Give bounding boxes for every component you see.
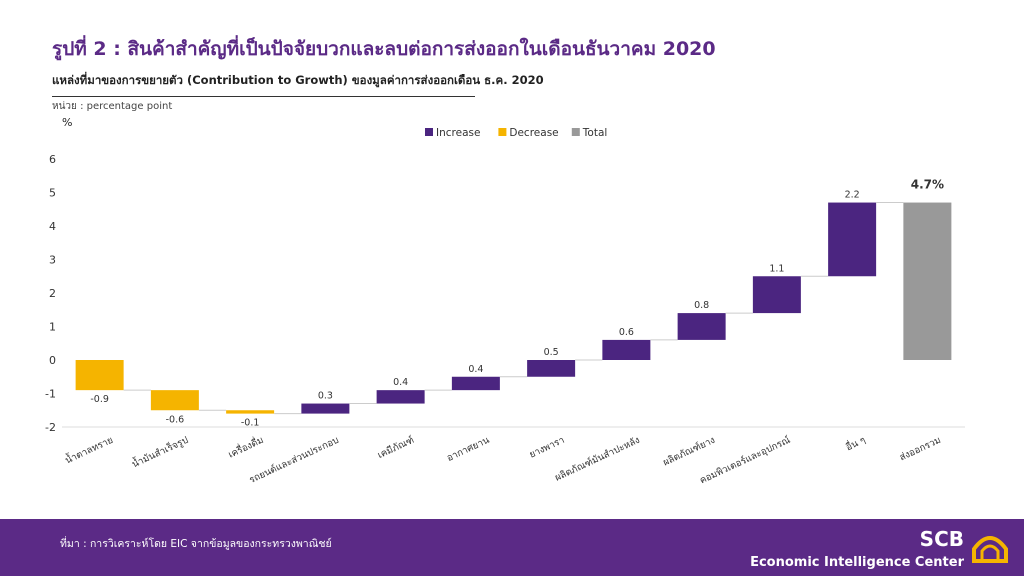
data-label: -0.9 <box>90 394 109 405</box>
data-label: 0.6 <box>619 327 634 338</box>
data-label: 4.7% <box>911 178 944 192</box>
x-tick-label: อื่น ๆ <box>843 433 867 453</box>
y-axis-label: % <box>62 116 73 129</box>
y-tick-label: 0 <box>49 354 56 367</box>
waterfall-chart: 6 5 4 3 2 1 0 -1 -2 Increase Decrease Total -0.9 น้ำต… <box>45 127 965 486</box>
y-tick-label: 4 <box>49 220 56 233</box>
data-label: 0.5 <box>544 347 559 358</box>
y-tick-label: 5 <box>49 187 56 200</box>
y-tick-label: 3 <box>49 254 56 267</box>
legend-label-increase: Increase <box>436 127 480 139</box>
bar-8 <box>677 313 726 340</box>
data-label: 0.3 <box>318 391 333 402</box>
y-tick-label: 2 <box>49 287 56 300</box>
bar-6 <box>527 360 576 377</box>
x-tick-label: ส่งออกรวม <box>898 435 943 464</box>
y-tick-label: -2 <box>45 421 56 434</box>
bar-9 <box>752 276 801 314</box>
bar-5 <box>451 376 500 391</box>
data-label: -0.1 <box>241 418 260 429</box>
x-tick-label: น้ำมันสำเร็จรูป <box>130 433 191 470</box>
bar-10 <box>828 202 877 277</box>
chart-subtitle: แหล่งที่มาของการขยายตัว (Contribution to… <box>52 72 544 97</box>
legend-label-decrease: Decrease <box>509 127 558 139</box>
logo-text: SCB <box>919 527 964 551</box>
bar-4 <box>376 390 425 404</box>
data-label: 2.2 <box>845 190 860 201</box>
data-label: -0.6 <box>166 414 185 425</box>
logo-subtext: Economic Intelligence Center <box>750 555 964 570</box>
logo: SCB Economic Intelligence Center <box>750 527 964 570</box>
x-tick-label: ผลิตภัณฑ์ยาง <box>661 434 717 469</box>
legend-label-total: Total <box>582 127 608 139</box>
data-label: 0.4 <box>468 364 483 375</box>
source-note: ที่มา : การวิเคราะห์โดย EIC จากข้อมูลของ… <box>60 538 332 550</box>
data-label: 0.8 <box>694 300 709 311</box>
legend-swatch <box>425 128 433 136</box>
bar-7 <box>602 339 651 360</box>
bar-0 <box>75 360 124 391</box>
page-title: รูปที่ 2 : สินค้าสำคัญที่เป็นปัจจัยบวกแล… <box>52 38 716 60</box>
legend-swatch <box>498 128 507 136</box>
x-tick-label: อากาศยาน <box>445 435 491 464</box>
unit-label: หน่วย : percentage point <box>52 101 173 112</box>
bar-1 <box>150 390 199 411</box>
x-tick-label: น้ำตาลทราย <box>63 433 115 467</box>
x-tick-label: ยางพารา <box>528 435 567 461</box>
bar-3 <box>301 403 350 414</box>
bar-2 <box>226 410 275 414</box>
footer: ที่มา : การวิเคราะห์โดย EIC จากข้อมูลของ… <box>0 519 1024 576</box>
legend-swatch <box>571 128 580 136</box>
data-label: 1.1 <box>769 263 784 274</box>
x-tick-label: เคมีภัณฑ์ <box>376 434 416 461</box>
x-tick-label: ผลิตภัณฑ์มันสำปะหลัง <box>553 434 642 484</box>
scb-logo-icon <box>972 536 1008 563</box>
bar-11 <box>903 202 952 360</box>
y-tick-label: -1 <box>45 388 56 401</box>
y-tick-label: 1 <box>49 321 56 334</box>
data-label: 0.4 <box>393 377 408 388</box>
y-tick-label: 6 <box>49 153 56 166</box>
x-tick-label: เครื่องดื่ม <box>226 433 265 461</box>
